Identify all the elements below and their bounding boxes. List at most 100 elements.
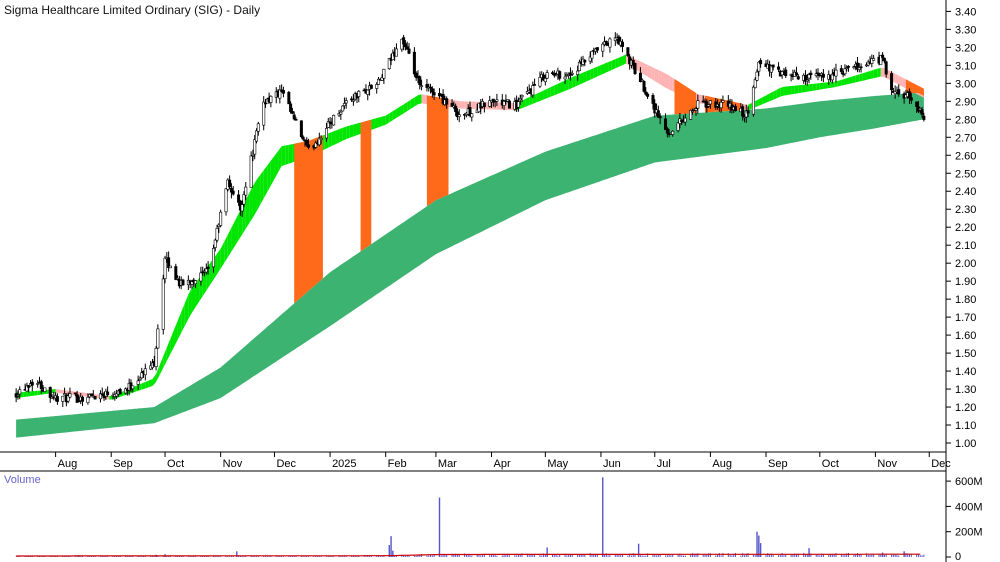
price-bar-body [852, 66, 856, 68]
price-bar-body [407, 48, 411, 54]
price-bar-body [491, 98, 495, 103]
x-tick-label: 2025 [332, 458, 356, 470]
price-bar-body [814, 73, 818, 76]
price-bar-body [777, 66, 781, 70]
price-bar-body [375, 84, 379, 89]
long-term-ribbon [16, 92, 924, 438]
price-bar-body [552, 74, 556, 76]
price-bar-body [570, 73, 574, 75]
x-tick-label: Oct [822, 458, 839, 470]
short-term-ribbon-segment [156, 365, 160, 382]
short-term-ribbon-segment [859, 73, 863, 82]
short-term-ribbon-segment [278, 146, 282, 173]
short-term-ribbon-segment [37, 390, 42, 396]
price-bar-body [63, 393, 67, 396]
short-term-ribbon-segment [873, 68, 878, 79]
short-term-ribbon-segment [805, 84, 810, 93]
price-bar-body [671, 130, 675, 135]
price-bar-body [796, 76, 800, 80]
price-bar-body [890, 73, 894, 91]
price-bar-body [617, 36, 621, 45]
short-term-ribbon-segment [654, 68, 659, 84]
y-tick-label: 1.70 [955, 312, 976, 324]
short-term-ribbon-segment [378, 116, 383, 128]
short-term-ribbon-segment [403, 102, 408, 114]
price-bar-body [847, 66, 851, 68]
volume-y-tick-label: 600M [955, 476, 983, 488]
price-bar-body [412, 51, 416, 75]
price-bar-body [36, 383, 40, 385]
short-term-ribbon-segment [844, 77, 849, 85]
short-term-ribbon-segment [809, 83, 813, 92]
y-tick-label: 3.30 [955, 24, 976, 36]
price-bar-body [281, 90, 285, 94]
short-term-ribbon-segment [252, 179, 257, 218]
price-bar-body [502, 101, 506, 106]
price-bar-body [138, 379, 142, 381]
price-bar-body [154, 348, 158, 367]
short-term-ribbon-segment [34, 390, 38, 396]
price-bar-body [86, 397, 90, 404]
short-term-ribbon-segment [644, 63, 648, 77]
price-bar-body [746, 110, 750, 114]
x-tick-label: Apr [494, 458, 511, 470]
y-tick-label: 1.60 [955, 330, 976, 342]
short-term-ribbon-segment [177, 312, 182, 340]
price-bar-body [414, 72, 418, 78]
y-tick-label: 2.20 [955, 222, 976, 234]
short-term-ribbon-segment [471, 101, 476, 109]
price-bar-body [683, 117, 687, 123]
price-bar-body [839, 68, 843, 72]
short-term-ribbon-segment [349, 124, 354, 138]
price-bar-body [751, 86, 755, 115]
price-bar-body [420, 85, 424, 87]
price-bar-body [136, 380, 140, 385]
price-bar-body [168, 265, 172, 269]
price-bar-body [558, 71, 562, 79]
price-bar-body [759, 60, 763, 65]
price-bars [14, 32, 926, 408]
short-term-ribbon-segment [55, 389, 60, 394]
price-bar-body [893, 90, 897, 95]
short-term-ribbon-segment [880, 67, 885, 78]
price-bar-body [721, 100, 725, 103]
y-tick-label: 2.40 [955, 186, 976, 198]
price-bar-body [115, 393, 119, 397]
short-term-ribbon-segment [464, 101, 469, 109]
price-bar-body [653, 103, 657, 114]
short-term-ribbon-segment [263, 165, 268, 199]
y-tick-label: 3.10 [955, 60, 976, 72]
price-bar-body [881, 54, 885, 58]
volume-label: Volume [4, 474, 41, 486]
price-bar-body [237, 194, 241, 203]
short-term-ribbon-segment [780, 86, 784, 97]
price-bar-body [563, 76, 567, 80]
short-term-ribbon-segment [84, 392, 88, 397]
price-bar-body [429, 86, 433, 89]
price-bar-body [199, 272, 203, 282]
price-bar-body [755, 71, 759, 81]
short-term-ribbon-segment [407, 99, 411, 112]
x-tick-label: Mar [438, 458, 457, 470]
price-bar-body [167, 257, 171, 269]
x-tick-label: Feb [388, 458, 407, 470]
short-term-ribbon-segment [59, 389, 63, 394]
short-term-ribbon-segment [227, 227, 232, 258]
price-bar-body [441, 93, 445, 104]
x-tick-label: Sep [768, 458, 788, 470]
short-term-ribbon-segment [862, 72, 867, 81]
short-term-ribbon-segment [557, 82, 562, 94]
price-bar-body [341, 105, 345, 112]
price-bar-body [744, 110, 748, 118]
price-bar-body [387, 58, 391, 69]
short-term-ribbon-segment [561, 80, 566, 93]
short-term-ribbon-segment [586, 69, 591, 82]
y-tick-label: 1.00 [955, 438, 976, 450]
price-bar-body [278, 89, 282, 99]
price-bar-body [542, 74, 546, 81]
price-bar-body [719, 101, 723, 109]
volume-average-line [16, 553, 921, 557]
short-term-ribbon-segment [392, 108, 397, 121]
price-bar-body [518, 98, 522, 101]
price-bar-body [482, 102, 486, 108]
